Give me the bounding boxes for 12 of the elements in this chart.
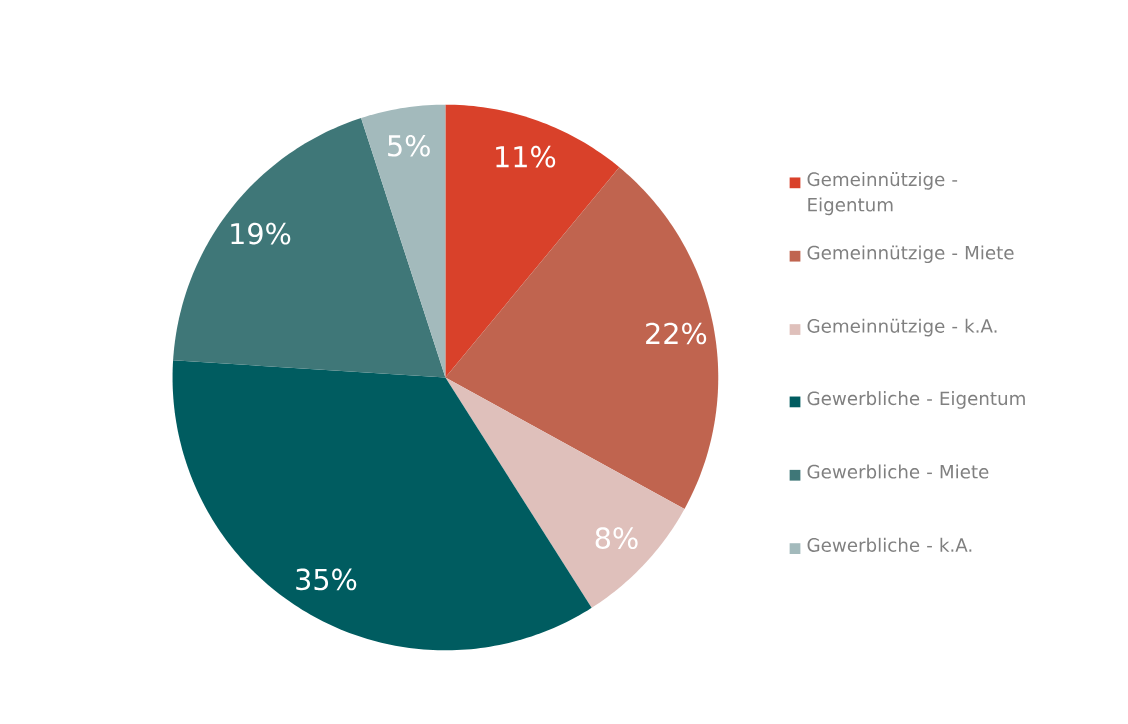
data-label: 11%: [496, 146, 556, 168]
data-label: 22%: [646, 322, 707, 345]
legend-label: Gemeinnützige - Miete: [807, 245, 1014, 264]
legend-label: Gemeinnützige - Eigentum: [807, 172, 958, 216]
data-label: 8%: [595, 527, 638, 550]
data-label: 19%: [231, 222, 291, 245]
data-label: 5%: [388, 135, 430, 157]
legend-label: Gewerbliche - Eigentum: [807, 391, 1025, 409]
legend-label: Gewerbliche - Miete: [807, 464, 989, 479]
legend-label: Gemeinnützige - k.A.: [807, 318, 997, 337]
data-label: 35%: [296, 568, 357, 591]
legend-label: Gewerbliche - k.A.: [807, 537, 972, 553]
